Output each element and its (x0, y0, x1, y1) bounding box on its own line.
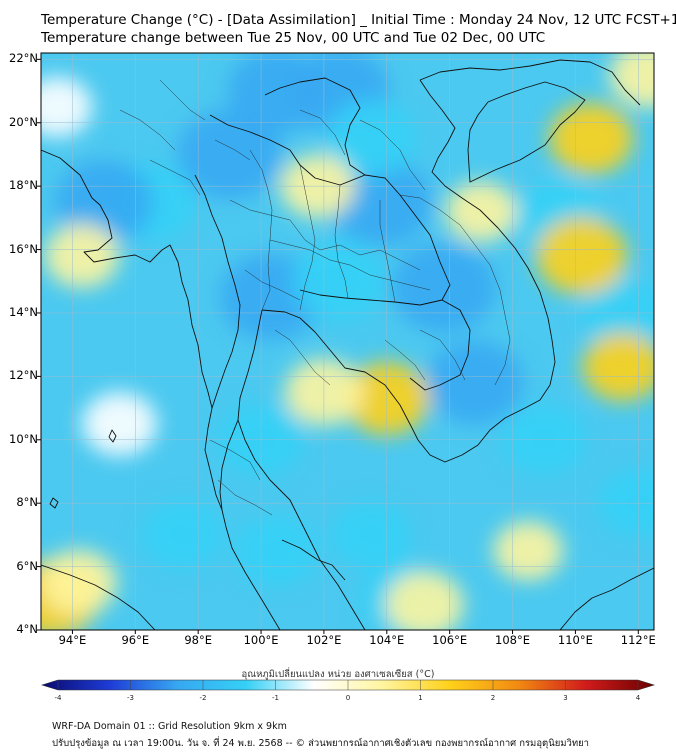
field-anomaly-24 (609, 53, 654, 108)
colorbar-tick-label: 3 (563, 694, 568, 702)
lat-label: 14°N (9, 304, 38, 319)
field-anomaly-4 (390, 242, 497, 333)
field-anomaly-22 (536, 217, 628, 295)
lat-label: 16°N (9, 241, 38, 256)
colorbar-tick-label: 2 (490, 694, 496, 702)
field-anomaly-7 (425, 340, 524, 425)
field-anomaly-3 (328, 157, 433, 247)
lat-label: 8°N (16, 495, 38, 510)
field-anomaly-29 (385, 571, 464, 630)
field-anomaly-21 (549, 102, 634, 175)
field-anomaly-14 (141, 500, 224, 570)
colorbar-tick-label: 4 (635, 694, 641, 702)
lon-label: 108°E (495, 633, 531, 647)
lat-label: 22°N (9, 51, 38, 66)
colorbar-tick-label: 0 (345, 694, 351, 702)
lon-label: 96°E (121, 633, 150, 647)
field-anomaly-32 (82, 392, 157, 456)
lat-label: 10°N (9, 431, 38, 446)
lat-label: 12°N (9, 368, 38, 383)
colorbar-title: อุณหภูมิเปลี่ยนแปลง หน่วย องศาเซลเซียส (… (241, 669, 435, 680)
lon-label: 100°E (243, 633, 279, 647)
lon-label: 104°E (369, 633, 405, 647)
field-anomaly-0 (176, 109, 283, 200)
footer-model-info: WRF-DA Domain 01 :: Grid Resolution 9km … (52, 721, 287, 732)
field-anomaly-30 (44, 224, 120, 288)
chart-title: Temperature Change (°C) - [Data Assimila… (41, 12, 676, 28)
field-anomaly-2 (227, 53, 326, 133)
axis-ticks (37, 58, 639, 634)
colorbar-tick-label: -1 (272, 694, 279, 702)
lon-label: 110°E (557, 633, 593, 647)
lat-label: 6°N (16, 558, 38, 573)
lon-label: 94°E (58, 633, 87, 647)
colorbar-tick-label: 1 (418, 694, 423, 702)
colorbar-ticks (57, 680, 639, 690)
field-anomaly-34 (41, 76, 93, 138)
lon-label: 98°E (184, 633, 212, 647)
colorbar-tick-label: -4 (54, 694, 62, 702)
field-layer (41, 53, 654, 630)
field-anomaly-18 (234, 515, 319, 587)
chart-subtitle: Temperature change between Tue 25 Nov, 0… (41, 30, 546, 46)
province-boundaries (119, 79, 511, 516)
lon-label: 112°E (620, 633, 656, 647)
colorbar-tick-label: -2 (199, 694, 207, 702)
lat-label: 4°N (16, 622, 38, 636)
country-boundaries (41, 59, 654, 630)
field-anomaly-9 (54, 160, 153, 244)
footer-credit: ปรับปรุงข้อมูล ณ เวลา 19:00น. วัน จ. ที่… (52, 738, 590, 749)
lon-label: 106°E (432, 633, 468, 647)
field-anomaly-23 (582, 332, 654, 401)
field-anomaly-6 (292, 241, 387, 322)
lat-label: 18°N (9, 178, 38, 193)
field-anomaly-16 (330, 500, 412, 569)
field-anomaly-31 (493, 521, 563, 581)
colorbar-tick-label: -3 (127, 694, 134, 702)
lon-label: 102°E (306, 633, 342, 647)
map-frame (40, 52, 655, 631)
field-anomaly-26 (41, 549, 118, 615)
lat-label: 20°N (9, 114, 38, 129)
